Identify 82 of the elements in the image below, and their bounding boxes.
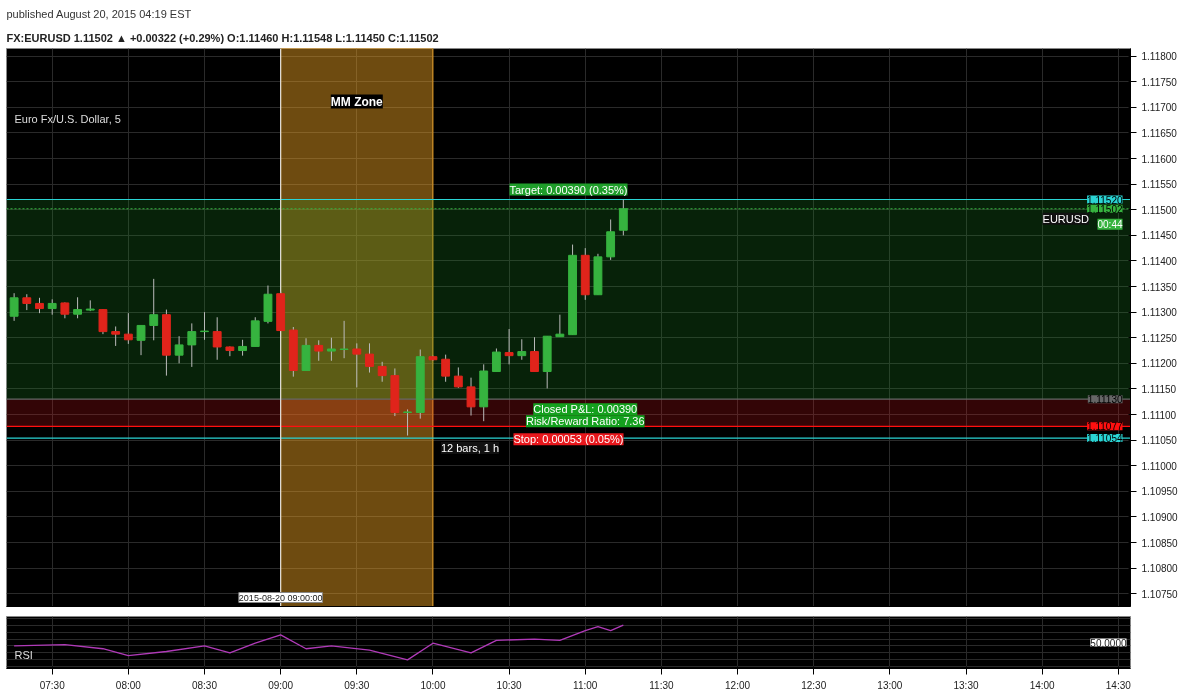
candlestick [111,325,121,347]
band-label: Stop: 0.00053 (0.05%) [513,433,624,446]
annotation: 12 bars, 1 h [440,442,500,455]
candlestick [441,354,451,383]
candlestick [212,316,222,361]
ref-line-label: 1.11502 [1087,203,1123,215]
x-tick-label: 08:30 [191,679,218,691]
text: Euro Fx/U.S. Dollar, 5 [14,112,121,125]
annotation: Risk/Reward Ratio: 7.36 [525,415,645,428]
y-tick-label: 1.11250 [1141,332,1178,344]
candlestick [326,337,336,362]
candlestick [403,408,412,437]
y-tick-label: 1.11550 [1141,179,1178,191]
y-tick-label: 1.11750 [1141,76,1178,88]
y-tick-label: 1.10750 [1141,588,1179,600]
y-tick-label: 1.10950 [1141,486,1179,498]
text: RSI [14,648,33,661]
y-tick-label: 1.11000 [1141,460,1178,472]
y-tick-label: 1.11650 [1141,127,1178,139]
x-tick-label: 11:30 [649,679,674,691]
annotation: 50.0000 [1090,637,1127,649]
y-tick-label: 1.11800 [1141,51,1178,63]
x-tick-label: 10:30 [496,679,523,691]
candlestick [174,335,184,364]
y-tick-label: 1.10900 [1141,511,1179,523]
x-tick-label: 13:30 [953,679,979,691]
candlestick [9,292,19,322]
candlestick [504,328,514,365]
y-tick-label: 1.11350 [1141,281,1178,293]
y-tick-label: 1.11200 [1141,358,1178,370]
candlestick [200,311,209,341]
chart-subtitle: published August 20, 2015 04:19 EST [6,7,192,20]
text: FX:EURUSD 1.11502 ▲ +0.00322 (+0.29%) O:1.11460 H:1.11548 L:1.11450 C:1.11502 [6,31,439,44]
candlestick [339,320,349,359]
candlestick [123,312,133,345]
ref-line-label: 1.11077 [1087,421,1123,433]
y-tick-label: 1.11050 [1141,435,1178,447]
candlestick [149,278,159,341]
y-tick-label: 1.11600 [1141,153,1178,165]
x-tick-label: 07:30 [39,679,66,691]
band-label: Target: 0.00390 (0.35%) [509,183,628,196]
candlestick [365,342,374,374]
y-tick-label: 1.10800 [1141,563,1179,575]
candlestick [98,308,108,335]
y-tick-label: 1.11450 [1141,230,1178,242]
annotation: EURUSD [1042,212,1090,225]
candlestick [73,296,83,319]
candlestick [466,377,476,417]
y-tick-label: 1.10850 [1141,537,1179,549]
ref-line-label: 1.11130 [1087,394,1123,406]
y-tick-label: 1.11500 [1141,204,1178,216]
y-tick-label: 1.11300 [1141,307,1178,319]
y-tick-label: 1.11400 [1141,255,1178,267]
band-label: MM Zone [330,94,384,109]
annotation: Closed P&L: 0.00390 [533,403,638,416]
x-tick-label: 09:30 [344,679,370,691]
ref-line-label: 1.11520 [1087,194,1123,206]
candlestick [530,336,539,373]
ref-line-label: 2015-08-20 09:00:00 [238,592,323,603]
annotation: 00:44 [1097,218,1123,230]
candlestick [377,361,387,383]
candlestick [225,345,235,357]
x-tick-label: 11:00 [573,679,598,691]
y-tick-label: 1.11700 [1141,102,1178,114]
candlestick [136,324,146,356]
ref-line-label: 1.11054 [1087,433,1123,445]
x-tick-label: 10:00 [420,679,446,691]
candlestick [352,342,362,388]
candlestick [187,322,197,368]
candlestick [453,366,463,389]
candlestick [491,347,501,373]
x-tick-label: 14:30 [1105,679,1132,691]
x-tick-label: 08:00 [115,679,142,691]
x-tick-label: 12:00 [725,679,751,691]
y-tick-label: 1.11150 [1141,383,1177,395]
candlestick [314,339,324,362]
candlestick [517,338,527,361]
x-tick-label: 13:00 [877,679,903,691]
x-tick-label: 09:00 [268,679,294,691]
x-tick-label: 12:30 [801,679,827,691]
x-tick-label: 14:00 [1029,679,1056,691]
y-tick-label: 1.11100 [1141,409,1177,421]
